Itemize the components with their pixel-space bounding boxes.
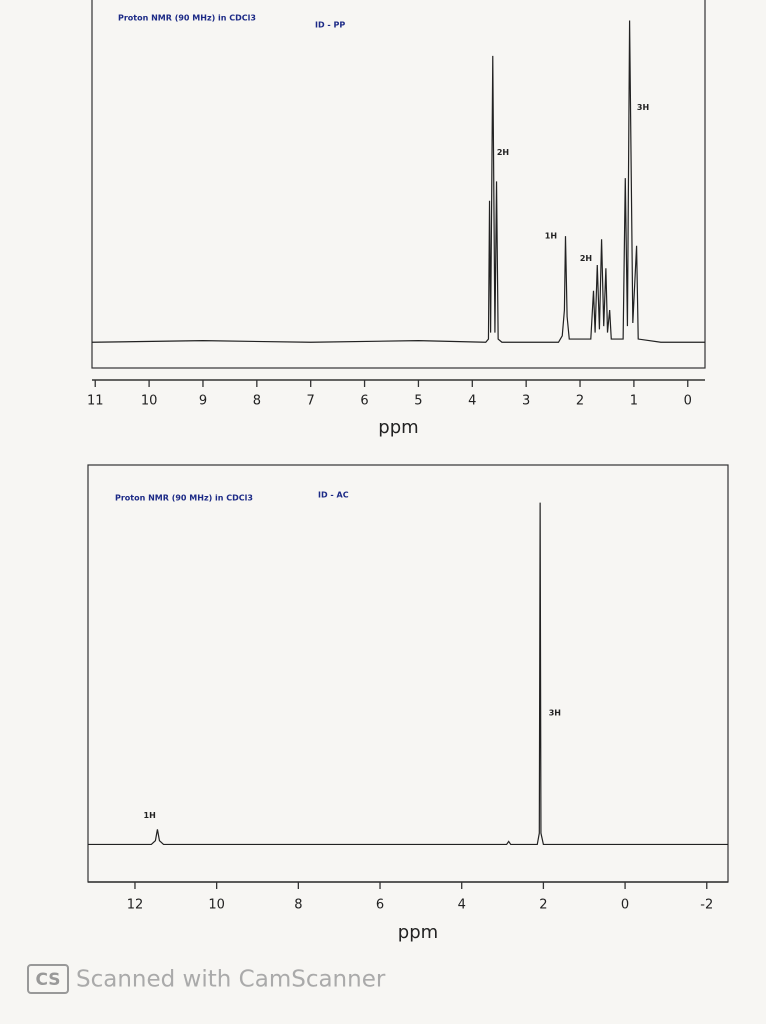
- x-axis-label: ppm: [378, 417, 418, 438]
- x-tick-label: 6: [360, 394, 368, 409]
- plot-frame: [91, 0, 706, 369]
- x-tick-label: 8: [294, 898, 302, 913]
- x-tick-label: 10: [141, 394, 158, 409]
- logo: CS: [35, 970, 60, 990]
- x-tick-label: 12: [127, 898, 144, 913]
- x-tick-label: 4: [458, 898, 466, 913]
- x-tick-label: 7: [307, 394, 315, 409]
- chart-subtitle: ID - AC: [318, 491, 349, 500]
- peak-annotation: 2H: [497, 148, 509, 157]
- peak-annotation: 2H: [580, 254, 592, 263]
- x-tick-label: 1: [630, 394, 638, 409]
- footer-text: Scanned with CamScanner: [76, 967, 386, 993]
- peak-annotation: 3H: [549, 708, 561, 717]
- peak-annotation: 3H: [637, 103, 649, 112]
- chart-title: Proton NMR (90 MHz) in CDCl3: [118, 14, 256, 23]
- x-tick-label: 3: [522, 394, 530, 409]
- chart-subtitle: ID - PP: [315, 21, 345, 30]
- x-tick-label: 11: [87, 394, 104, 409]
- x-tick-label: 4: [468, 394, 476, 409]
- x-tick-label: 10: [208, 898, 225, 913]
- chart-title: Proton NMR (90 MHz) in CDCl3: [115, 494, 253, 503]
- x-tick-label: 8: [253, 394, 261, 409]
- spectrum-line: [91, 20, 705, 343]
- x-tick-label: 9: [199, 394, 207, 409]
- x-tick-label: 6: [376, 898, 384, 913]
- peak-annotation: 1H: [144, 811, 156, 820]
- spectrum-line: [88, 502, 728, 846]
- x-tick-label: 0: [621, 898, 629, 913]
- x-tick-label: 2: [576, 394, 584, 409]
- peak-annotation: 1H: [545, 232, 557, 241]
- x-axis-label: ppm: [398, 922, 438, 943]
- x-tick-label: 2: [539, 898, 547, 913]
- x-tick-label: 5: [414, 394, 422, 409]
- x-tick-label: -2: [700, 898, 713, 913]
- x-tick-label: 0: [684, 394, 692, 409]
- logo-box: [27, 964, 69, 994]
